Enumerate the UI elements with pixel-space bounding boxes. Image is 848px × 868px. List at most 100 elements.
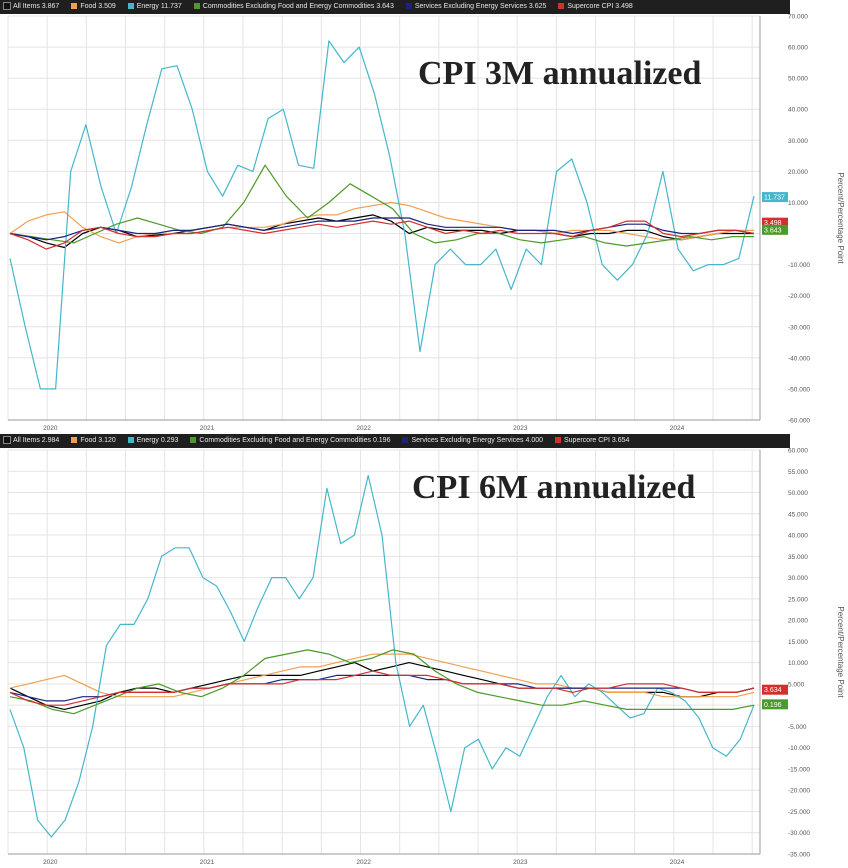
legend-label: Services Excluding Energy Services (414, 3, 527, 10)
y-tick-label: 60.000 (788, 45, 808, 52)
series-line (9, 662, 755, 710)
legend-swatch (127, 437, 134, 443)
end-tag-label: 3.634 (764, 687, 782, 694)
x-tick-label: 2023 (513, 859, 528, 866)
legend-label: Commodities Excluding Food and Energy Co… (199, 437, 371, 444)
legend-swatch (190, 437, 197, 443)
y-tick-label: 10.000 (788, 660, 808, 667)
legend-value: 3.509 (96, 3, 116, 10)
x-tick-label: 2023 (513, 425, 528, 432)
legend-swatch (405, 3, 412, 9)
y-tick-label: 55.000 (788, 469, 808, 476)
y-tick-label: 30.000 (788, 138, 808, 145)
legend-value: 3.120 (96, 437, 116, 444)
end-tag-label: 3.498 (764, 220, 782, 227)
legend-item: Supercore CPI 3.654 (555, 434, 629, 448)
end-tag-label: 0.196 (764, 702, 782, 709)
legend-value: 3.625 (526, 3, 547, 10)
y-tick-label: 35.000 (788, 554, 808, 561)
legend-label: Supercore CPI (567, 3, 614, 10)
y-tick-label: 20.000 (788, 169, 808, 176)
y-axis-label: Percent/Percentage Point (836, 606, 845, 698)
legend-value: 4.000 (523, 437, 543, 444)
legend-value: 0.293 (158, 437, 179, 444)
y-tick-label: 45.000 (788, 511, 808, 518)
end-tag-box (762, 224, 788, 235)
chart-panel-6m: All Items 2.984 Food 3.120 Energy 0.293 Com… (0, 434, 848, 868)
y-tick-label: 5.000 (788, 681, 805, 688)
y-tick-label: -30.000 (788, 324, 810, 331)
legend-value: 3.643 (374, 3, 394, 10)
y-tick-label: 20.000 (788, 618, 808, 625)
y-tick-label: -5.000 (788, 724, 807, 731)
legend-swatch (71, 437, 78, 443)
chart-6m: 60.000 55.000 50.000 45.000 40.000 35.000 30.0… (7, 448, 845, 866)
y-tick-label: 15.000 (788, 639, 808, 646)
y-tick-label: 30.000 (788, 575, 808, 582)
y-tick-label: -10.000 (788, 262, 810, 269)
end-tag-label: 3.643 (764, 227, 782, 234)
legend-item: Food 3.509 (71, 0, 116, 14)
end-tag: 3.643 (762, 224, 788, 235)
end-tag: 11.737 (762, 192, 788, 203)
x-tick-label: 2021 (200, 859, 215, 866)
legend-item: All Items 3.867 (3, 0, 60, 14)
legend-item: Commodities Excluding Food and Energy Co… (193, 0, 394, 14)
legend-label: Food (80, 437, 97, 444)
legend-item: Energy 0.293 (127, 434, 179, 448)
legend-item: Commodities Excluding Food and Energy Co… (190, 434, 390, 448)
end-tag: 3.498 (762, 217, 788, 228)
legend-swatch (402, 437, 409, 443)
legend-value: 2.984 (39, 437, 60, 444)
x-tick-label: 2024 (670, 859, 685, 866)
legend-item: Supercore CPI 3.498 (558, 0, 633, 14)
end-tag-box (762, 192, 788, 203)
legend-label: All Items (13, 3, 40, 10)
legend-label: All Items (13, 437, 40, 444)
y-tick-label: -20.000 (788, 293, 810, 300)
legend-value: 3.498 (613, 3, 633, 10)
series-line (9, 220, 755, 250)
legend-value: 3.654 (609, 437, 630, 444)
series-line (9, 40, 755, 390)
y-tick-label: -40.000 (788, 355, 810, 362)
y-tick-label: -20.000 (788, 788, 810, 795)
end-tag-label: 11.737 (764, 195, 785, 202)
series-line (9, 649, 755, 715)
legend-label: Energy (136, 3, 159, 10)
x-tick-label: 2020 (43, 859, 58, 866)
legend-item: Services Excluding Energy Services 3.625 (405, 0, 547, 14)
end-tag-box (762, 684, 788, 695)
legend-item: Energy 11.737 (127, 0, 182, 14)
legend-swatch (71, 3, 78, 9)
series-line (9, 164, 754, 247)
y-tick-label: 60.000 (788, 448, 808, 455)
end-tag-box (762, 217, 788, 228)
x-tick-label: 2022 (356, 859, 371, 866)
end-tag: 0.196 (762, 699, 788, 710)
legend-label: Energy (136, 437, 159, 444)
legend-label: Food (80, 3, 97, 10)
series-line (9, 474, 755, 838)
end-tag: 3.634 (762, 684, 788, 695)
x-tick-label: 2021 (200, 425, 215, 432)
y-tick-label: 70.000 (788, 14, 808, 21)
series-line (9, 670, 755, 706)
y-tick-label: 10.000 (788, 200, 808, 207)
x-tick-label: 2022 (356, 425, 371, 432)
x-tick-label: 2024 (670, 425, 685, 432)
chart-title: CPI 3M annualized (418, 55, 701, 92)
chart-panel-3m: All Items 3.867 Food 3.509 Energy 11.737 Co… (0, 0, 845, 432)
y-tick-label: 50.000 (788, 76, 808, 83)
legend-swatch (3, 2, 11, 10)
x-tick-label: 2020 (43, 425, 58, 432)
legend-swatch (127, 3, 134, 9)
series-line (9, 201, 754, 244)
end-tag-box (762, 699, 788, 710)
y-tick-label: 40.000 (788, 107, 808, 114)
legend-swatch (555, 437, 561, 443)
legend-item: All Items 2.984 (3, 434, 60, 448)
y-tick-label: -50.000 (788, 386, 810, 393)
legend-label: Services Excluding Energy Services (411, 437, 524, 444)
legend-value: 3.867 (39, 3, 60, 10)
